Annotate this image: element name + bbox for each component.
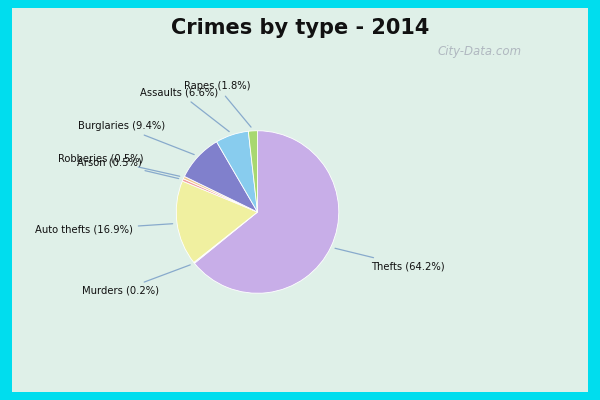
Wedge shape bbox=[184, 176, 257, 212]
Wedge shape bbox=[248, 131, 257, 212]
Text: Arson (0.5%): Arson (0.5%) bbox=[77, 157, 179, 178]
Wedge shape bbox=[176, 181, 257, 262]
Wedge shape bbox=[217, 131, 257, 212]
Text: Auto thefts (16.9%): Auto thefts (16.9%) bbox=[35, 224, 173, 234]
Text: Rapes (1.8%): Rapes (1.8%) bbox=[184, 81, 251, 127]
Text: Robberies (0.5%): Robberies (0.5%) bbox=[58, 154, 180, 176]
Wedge shape bbox=[182, 179, 257, 212]
Wedge shape bbox=[194, 131, 339, 293]
Wedge shape bbox=[184, 142, 257, 212]
Wedge shape bbox=[194, 212, 257, 263]
Text: Murders (0.2%): Murders (0.2%) bbox=[82, 265, 190, 296]
Text: Crimes by type - 2014: Crimes by type - 2014 bbox=[171, 18, 429, 38]
Text: Assaults (6.6%): Assaults (6.6%) bbox=[140, 88, 229, 132]
Text: Thefts (64.2%): Thefts (64.2%) bbox=[335, 248, 445, 271]
Text: Burglaries (9.4%): Burglaries (9.4%) bbox=[78, 121, 194, 154]
Text: City-Data.com: City-Data.com bbox=[438, 46, 522, 58]
